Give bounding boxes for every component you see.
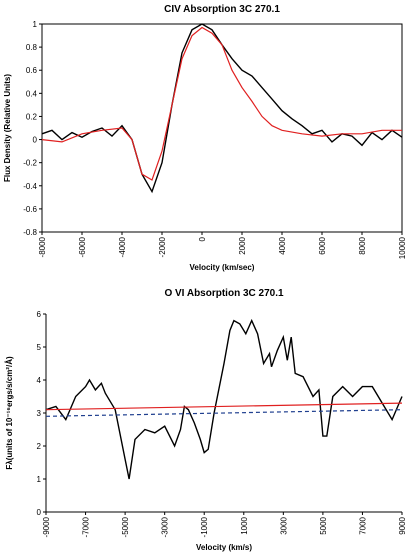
x-tick-label: -5000 bbox=[121, 516, 130, 537]
x-tick-label: 2000 bbox=[238, 236, 247, 254]
y-tick-label: 3 bbox=[37, 409, 42, 418]
data-line bbox=[41, 23, 403, 194]
y-tick-label: 0.8 bbox=[26, 43, 38, 52]
y-tick-label: 5 bbox=[37, 343, 42, 352]
x-tick-label: 5000 bbox=[319, 516, 328, 534]
y-tick-label: 4 bbox=[37, 376, 42, 385]
x-tick-label: 1000 bbox=[240, 516, 249, 534]
y-tick-label: 0 bbox=[37, 508, 42, 517]
y-tick-label: -0.6 bbox=[23, 205, 37, 214]
x-tick-label: 8000 bbox=[358, 236, 367, 254]
x-tick-label: 9000 bbox=[398, 516, 406, 534]
y-tick-label: 0.2 bbox=[26, 112, 38, 121]
y-tick-label: -0.8 bbox=[23, 228, 37, 237]
data-line bbox=[45, 318, 403, 480]
y-tick-label: 0.4 bbox=[26, 89, 38, 98]
y-tick-label: 2 bbox=[37, 442, 42, 451]
x-tick-label: 6000 bbox=[318, 236, 327, 254]
x-tick-label: 10000 bbox=[398, 236, 406, 259]
data-line bbox=[45, 409, 403, 417]
y-tick-label: -0.4 bbox=[23, 182, 37, 191]
chart-title: CIV Absorption 3C 270.1 bbox=[164, 4, 280, 15]
x-tick-label: -6000 bbox=[78, 236, 87, 257]
chart-title: O VI Absorption 3C 270.1 bbox=[164, 288, 284, 299]
y-tick-label: -0.2 bbox=[23, 159, 37, 168]
x-tick-label: -9000 bbox=[42, 516, 51, 537]
data-line bbox=[41, 26, 402, 181]
plot-frame bbox=[41, 23, 403, 233]
x-tick-label: -7000 bbox=[82, 516, 91, 537]
x-tick-label: -1000 bbox=[200, 516, 209, 537]
x-axis-label: Velocity (km/s) bbox=[196, 543, 252, 552]
y-tick-label: 6 bbox=[37, 310, 42, 319]
x-tick-label: 7000 bbox=[358, 516, 367, 534]
y-tick-label: 0 bbox=[33, 136, 38, 145]
y-tick-label: 1 bbox=[37, 475, 42, 484]
x-tick-label: -8000 bbox=[38, 236, 47, 257]
x-axis-label: Velocity (km/sec) bbox=[190, 263, 255, 272]
x-tick-label: 0 bbox=[198, 236, 207, 241]
x-tick-label: 4000 bbox=[278, 236, 287, 254]
x-tick-label: -3000 bbox=[161, 516, 170, 537]
data-line bbox=[45, 402, 403, 411]
y-axis-label: Flux Density (Relative Units) bbox=[3, 74, 12, 182]
y-tick-label: 0.6 bbox=[26, 66, 38, 75]
x-tick-label: -2000 bbox=[158, 236, 167, 257]
y-axis-label: Fλ(units of 10⁻¹⁶ergs/s/cm²/Å) bbox=[5, 356, 14, 470]
y-tick-label: 1 bbox=[33, 20, 38, 29]
x-tick-label: -4000 bbox=[118, 236, 127, 257]
x-tick-label: 3000 bbox=[279, 516, 288, 534]
